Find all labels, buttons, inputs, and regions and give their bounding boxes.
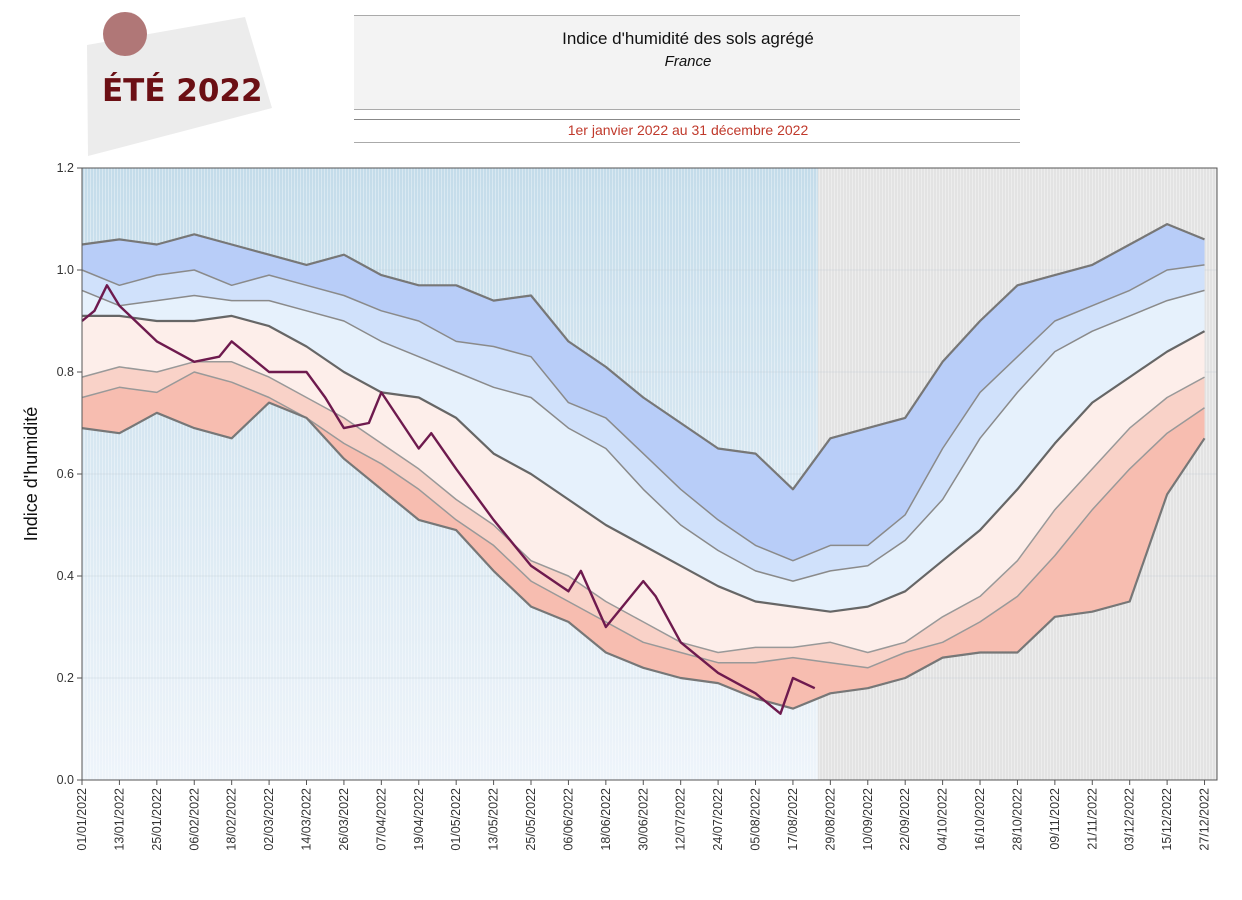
- y-tick-label: 0.6: [57, 467, 74, 481]
- x-tick-label: 09/11/2022: [1048, 788, 1062, 850]
- x-tick-label: 12/07/2022: [674, 788, 688, 851]
- x-axis: 01/01/2022 13/01/2022 25/01/2022 06/02/2022…: [75, 780, 1212, 851]
- x-tick-label: 10/09/2022: [861, 788, 875, 851]
- percentile-line-6: [81, 401, 1206, 710]
- percentile-band-4: [82, 361, 1205, 668]
- percentile-band-1: [82, 264, 1205, 582]
- x-tick-label: 07/04/2022: [374, 788, 388, 851]
- x-tick-label: 13/05/2022: [487, 788, 501, 851]
- x-tick-label: 28/10/2022: [1010, 788, 1024, 851]
- y-axis: 0.0 0.2 0.4 0.6 0.8 1.0 1.2: [57, 161, 82, 787]
- x-tick-label: 01/05/2022: [449, 788, 463, 851]
- percentile-line-1: [81, 264, 1205, 562]
- x-tick-label: 17/08/2022: [786, 788, 800, 851]
- y-tick-label: 0.8: [57, 365, 74, 379]
- y-tick-label: 0.2: [57, 671, 74, 685]
- percentile-line-4: [81, 361, 1205, 654]
- percentile-band-3: [82, 315, 1205, 653]
- x-tick-label: 13/01/2022: [112, 788, 126, 851]
- x-tick-label: 18/06/2022: [599, 788, 613, 851]
- x-tick-label: 06/06/2022: [561, 788, 575, 851]
- percentile-line-2: [81, 289, 1205, 582]
- x-tick-label: 15/12/2022: [1160, 788, 1174, 851]
- header-box: [354, 15, 1020, 109]
- x-tick-label: 04/10/2022: [936, 788, 950, 851]
- x-tick-label: 18/02/2022: [225, 788, 239, 851]
- y-tick-label: 1.0: [57, 263, 74, 277]
- x-tick-label: 14/03/2022: [300, 788, 314, 851]
- y-axis-label: Indice d'humidité: [21, 407, 41, 542]
- percentile-band-0: [82, 224, 1205, 561]
- season-badge: ÉTÉ 2022: [87, 12, 272, 156]
- series-line-2022: [81, 284, 816, 715]
- plot-area: [81, 167, 1218, 781]
- chart-subtitle: France: [665, 53, 712, 70]
- percentile-line-3: [82, 314, 1206, 613]
- period-label: 1er janvier 2022 au 31 décembre 2022: [568, 122, 809, 138]
- x-tick-label: 30/06/2022: [636, 788, 650, 851]
- x-tick-label: 27/12/2022: [1198, 788, 1212, 851]
- x-tick-label: 16/10/2022: [973, 788, 987, 851]
- x-tick-label: 25/01/2022: [150, 788, 164, 851]
- x-tick-label: 22/09/2022: [898, 788, 912, 851]
- x-tick-label: 24/07/2022: [711, 788, 725, 851]
- x-tick-label: 29/08/2022: [823, 788, 837, 851]
- percentile-line-0: [81, 223, 1205, 491]
- x-tick-label: 05/08/2022: [749, 788, 763, 851]
- percentile-band-2: [82, 290, 1205, 612]
- y-tick-label: 0.4: [57, 569, 74, 583]
- x-tick-label: 21/11/2022: [1085, 788, 1099, 850]
- x-tick-label: 06/02/2022: [187, 788, 201, 851]
- chart-title: Indice d'humidité des sols agrégé: [562, 29, 814, 48]
- x-tick-label: 25/05/2022: [524, 788, 538, 851]
- x-tick-label: 02/03/2022: [262, 788, 276, 851]
- chart-header: Indice d'humidité des sols agrégé France…: [354, 15, 1020, 143]
- badge-text: ÉTÉ 2022: [102, 73, 263, 109]
- y-tick-label: 1.2: [57, 161, 74, 175]
- percentile-band-5: [82, 372, 1205, 709]
- x-tick-label: 26/03/2022: [337, 788, 351, 851]
- percentile-line-5: [81, 371, 1205, 669]
- x-tick-label: 19/04/2022: [412, 788, 426, 851]
- x-tick-label: 03/12/2022: [1123, 788, 1137, 851]
- badge-circle: [103, 12, 147, 56]
- x-tick-label: 01/01/2022: [75, 788, 89, 851]
- y-tick-label: 0.0: [57, 773, 74, 787]
